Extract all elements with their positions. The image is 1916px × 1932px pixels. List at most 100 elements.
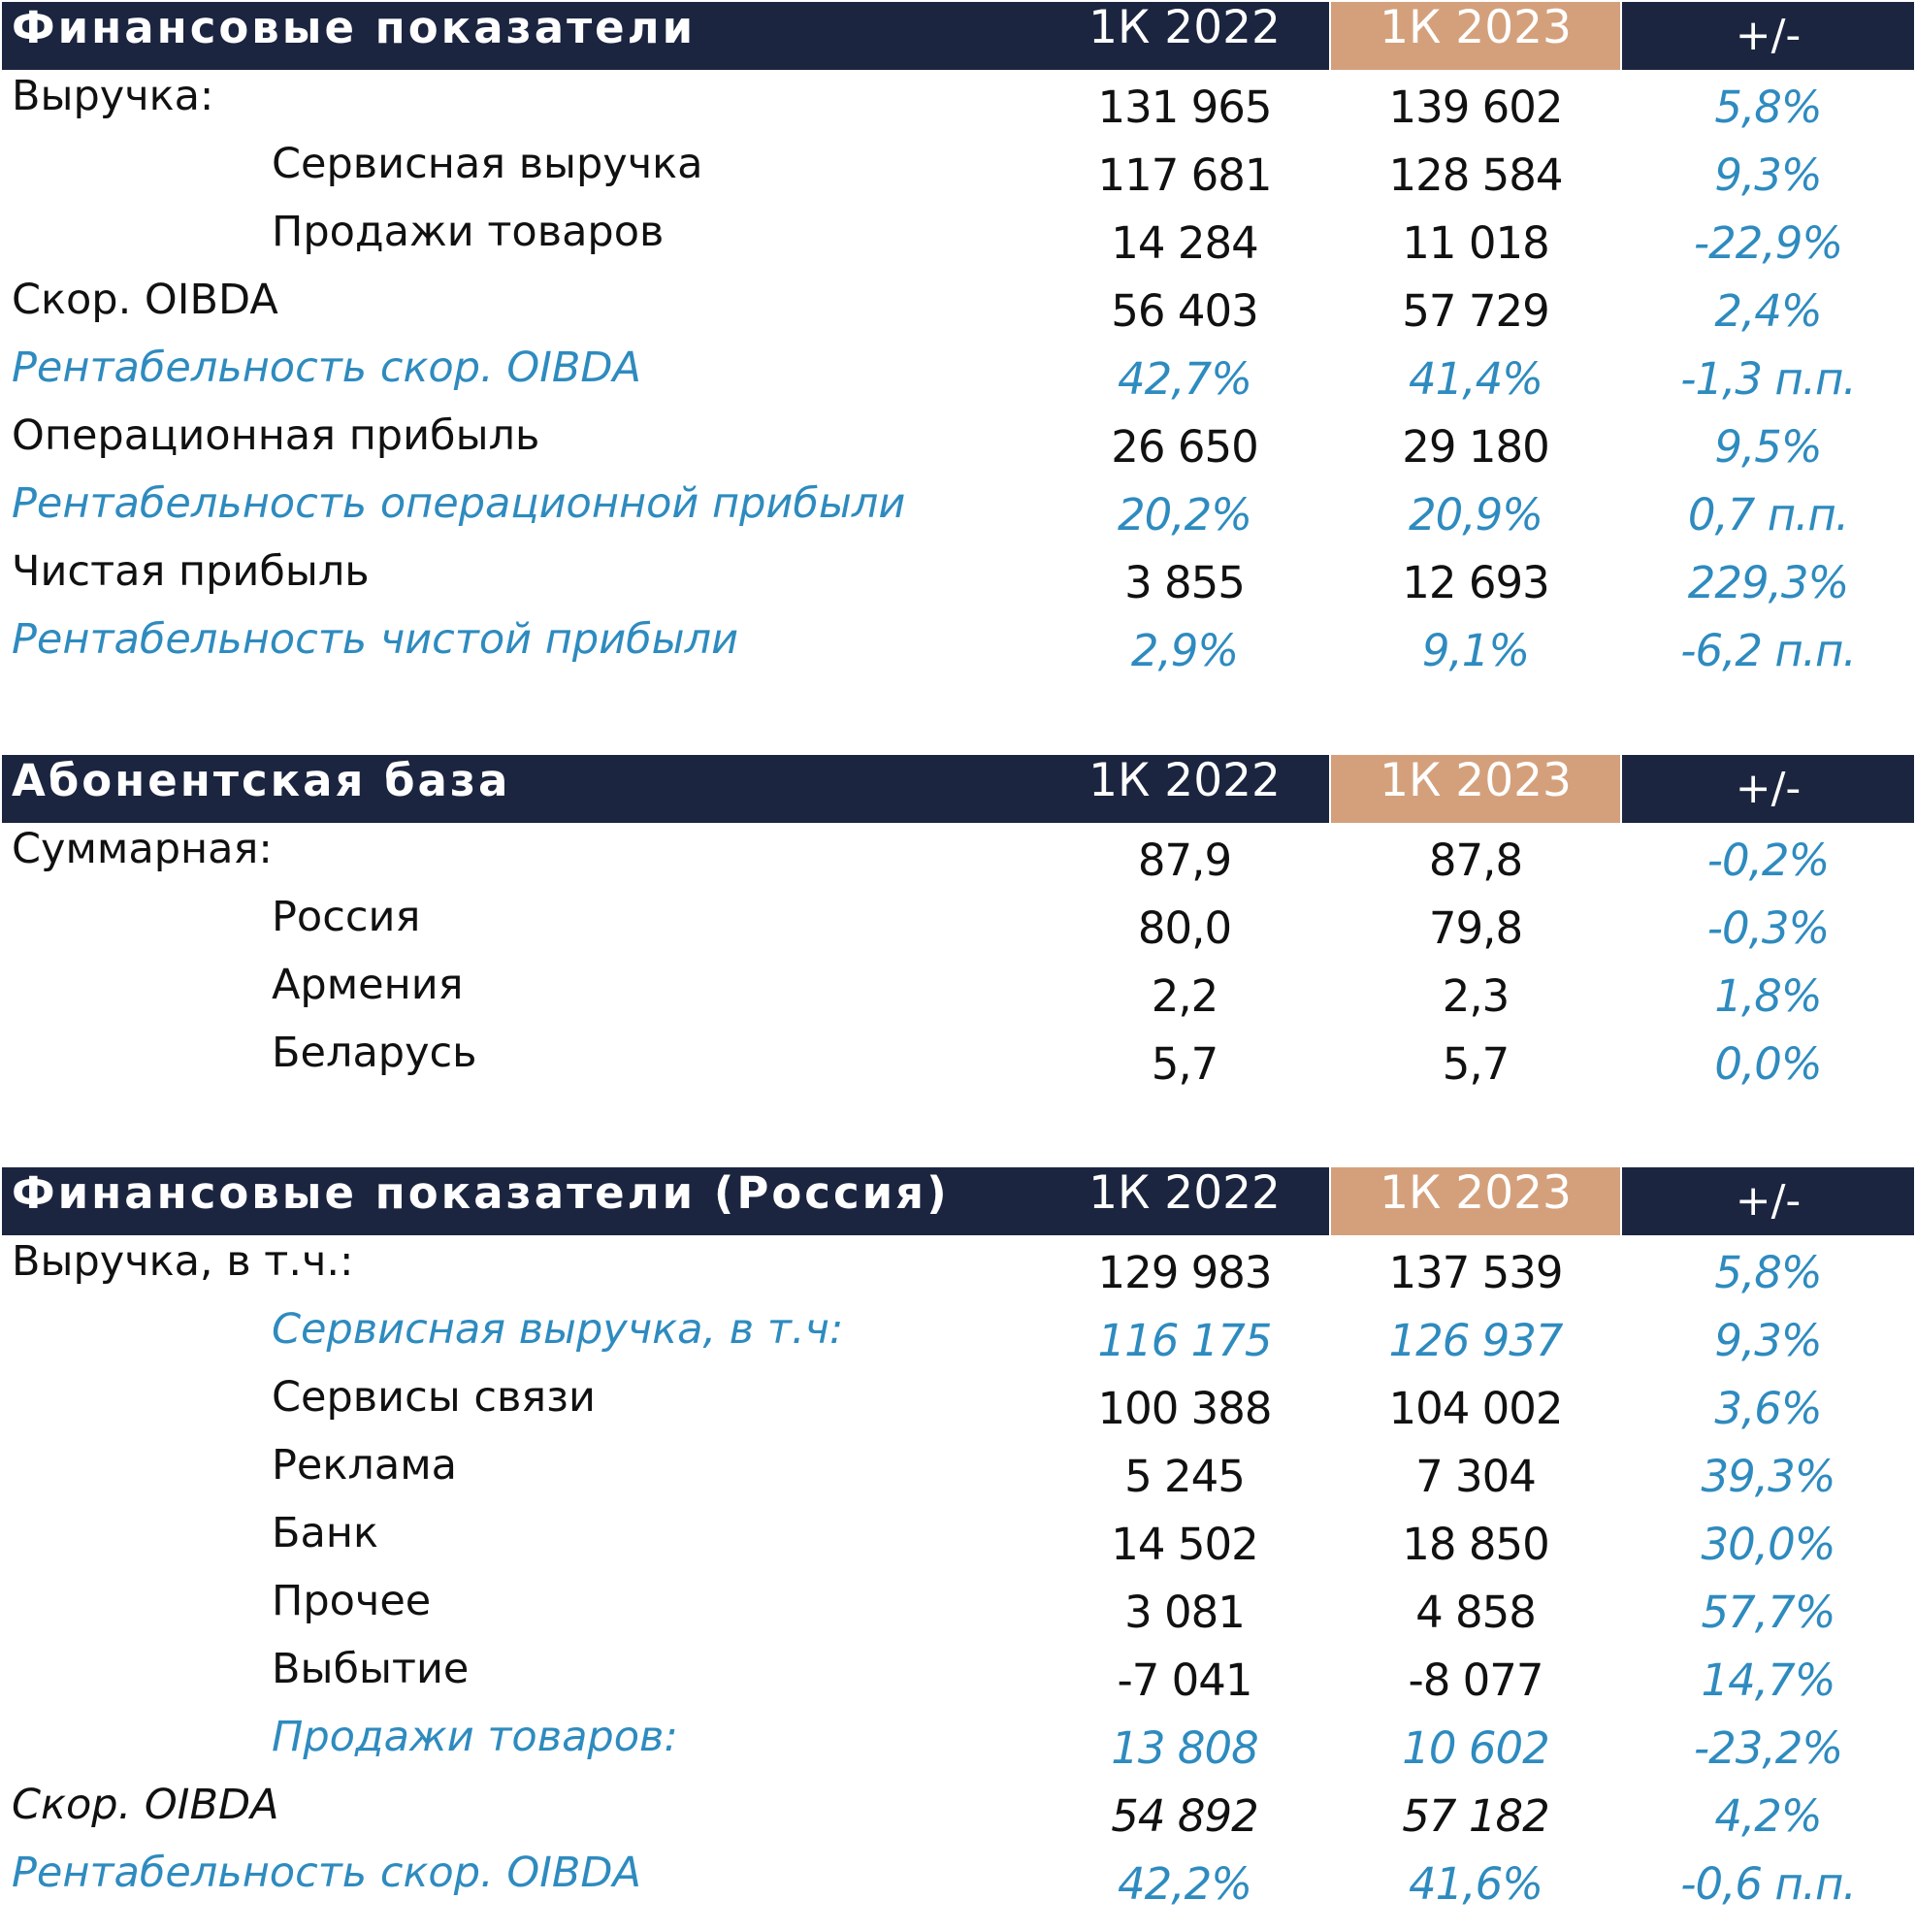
table-row: Рентабельность операционной прибыли 20,2… (2, 477, 1914, 545)
value-change: 4,2% (1714, 1790, 1822, 1842)
row-label: Реклама (272, 1441, 457, 1490)
table-row: Продажи товаров: 13 808 10 602 -23,2% (2, 1711, 1914, 1779)
value-q1-2023: 29 180 (1402, 421, 1549, 473)
value-change: 14,7% (1701, 1654, 1836, 1706)
value-change: 5,8% (1714, 82, 1822, 133)
value-change: -22,9% (1693, 217, 1843, 269)
value-change: -1,3 п.п. (1680, 353, 1857, 405)
value-change: 5,8% (1714, 1247, 1822, 1298)
value-change: 0,0% (1714, 1038, 1822, 1090)
value-q1-2022: 13 808 (1111, 1722, 1258, 1774)
row-label: Рентабельность операционной прибыли (12, 479, 906, 528)
value-change: -0,3% (1706, 902, 1831, 954)
value-q1-2023: 18 850 (1402, 1519, 1549, 1570)
value-q1-2023: 104 002 (1388, 1383, 1563, 1434)
row-label: Рентабельность чистой прибыли (12, 615, 739, 664)
table-header: Финансовые показатели 1К 2022 1К 2023 +/… (2, 2, 1914, 70)
value-q1-2022: 2,9% (1130, 625, 1239, 676)
value-q1-2023: 20,9% (1409, 489, 1543, 540)
table-row: Банк 14 502 18 850 30,0% (2, 1507, 1914, 1575)
value-q1-2023: 79,8 (1428, 902, 1523, 954)
row-label: Продажи товаров: (272, 1713, 678, 1761)
table-row: Беларусь 5,7 5,7 0,0% (2, 1027, 1914, 1095)
row-label: Сервисная выручка (272, 140, 703, 188)
value-q1-2023: 126 937 (1388, 1315, 1563, 1366)
value-change: -23,2% (1693, 1722, 1843, 1774)
value-q1-2022: 3 855 (1124, 557, 1246, 608)
table-row: Суммарная: 87,9 87,8 -0,2% (2, 823, 1914, 891)
row-label: Сервисы связи (272, 1373, 596, 1422)
value-change: -6,2 п.п. (1680, 625, 1857, 676)
value-q1-2022: 2,2 (1151, 970, 1219, 1022)
value-q1-2022: 42,2% (1118, 1858, 1252, 1910)
value-change: 57,7% (1701, 1587, 1836, 1638)
value-q1-2022: 5,7 (1151, 1038, 1219, 1090)
table-title: Финансовые показатели (2, 2, 1040, 70)
value-q1-2022: 131 965 (1097, 82, 1272, 133)
value-change: 9,3% (1714, 1315, 1822, 1366)
table-row: Рентабельность скор. OIBDA 42,7% 41,4% -… (2, 342, 1914, 409)
value-q1-2023: 41,4% (1409, 353, 1543, 405)
column-header-q1-2023: 1К 2023 (1331, 755, 1620, 823)
value-q1-2023: 139 602 (1388, 82, 1563, 133)
value-change: 2,4% (1714, 285, 1822, 337)
value-change: 30,0% (1701, 1519, 1836, 1570)
value-change: -0,6 п.п. (1680, 1858, 1857, 1910)
column-header-q1-2022: 1К 2022 (1040, 1167, 1329, 1235)
value-change: 9,5% (1714, 421, 1822, 473)
row-label: Рентабельность скор. OIBDA (12, 1849, 641, 1897)
value-q1-2022: -7 041 (1117, 1654, 1252, 1706)
table-title: Абонентская база (2, 755, 1040, 823)
value-change: 1,8% (1714, 970, 1822, 1022)
value-change: 39,3% (1701, 1451, 1836, 1502)
value-q1-2023: 87,8 (1428, 835, 1523, 886)
table-row: Россия 80,0 79,8 -0,3% (2, 891, 1914, 959)
table-row: Выручка, в т.ч.: 129 983 137 539 5,8% (2, 1235, 1914, 1303)
table-row: Выбытие -7 041 -8 077 14,7% (2, 1643, 1914, 1711)
value-q1-2023: 12 693 (1402, 557, 1549, 608)
row-label: Прочее (272, 1577, 432, 1625)
financial-indicators-table: Финансовые показатели 1К 2022 1К 2023 +/… (2, 2, 1914, 676)
financial-indicators-russia-table: Финансовые показатели (Россия) 1К 2022 1… (2, 1167, 1914, 1915)
table-row: Выручка: 131 965 139 602 5,8% (2, 70, 1914, 138)
value-change: 9,3% (1714, 149, 1822, 201)
value-q1-2022: 87,9 (1137, 835, 1232, 886)
column-header-change: +/- (1622, 1167, 1914, 1235)
value-q1-2022: 116 175 (1097, 1315, 1272, 1366)
value-q1-2023: 137 539 (1388, 1247, 1563, 1298)
value-q1-2023: 4 858 (1415, 1587, 1537, 1638)
value-q1-2022: 3 081 (1124, 1587, 1246, 1638)
value-q1-2022: 56 403 (1111, 285, 1258, 337)
value-q1-2022: 117 681 (1097, 149, 1272, 201)
table-row: Операционная прибыль 26 650 29 180 9,5% (2, 409, 1914, 477)
value-q1-2022: 26 650 (1111, 421, 1258, 473)
table-row: Сервисная выручка, в т.ч: 116 175 126 93… (2, 1303, 1914, 1371)
table-row: Рентабельность чистой прибыли 2,9% 9,1% … (2, 613, 1914, 681)
value-q1-2022: 100 388 (1097, 1383, 1272, 1434)
row-label: Продажи товаров (272, 208, 665, 256)
row-label: Выручка, в т.ч.: (12, 1237, 354, 1286)
value-q1-2023: 11 018 (1402, 217, 1549, 269)
value-change: -0,2% (1706, 835, 1831, 886)
value-q1-2022: 129 983 (1097, 1247, 1272, 1298)
table-row: Сервисы связи 100 388 104 002 3,6% (2, 1371, 1914, 1439)
row-label: Скор. OIBDA (12, 276, 278, 324)
row-label: Выручка: (12, 72, 214, 120)
row-label: Армения (272, 961, 464, 1009)
column-header-q1-2022: 1К 2022 (1040, 755, 1329, 823)
table-row: Скор. OIBDA 56 403 57 729 2,4% (2, 274, 1914, 342)
value-q1-2022: 14 284 (1111, 217, 1258, 269)
value-q1-2022: 42,7% (1118, 353, 1252, 405)
table-row: Чистая прибыль 3 855 12 693 229,3% (2, 545, 1914, 613)
row-label: Операционная прибыль (12, 411, 540, 460)
table-row: Сервисная выручка 117 681 128 584 9,3% (2, 138, 1914, 206)
value-q1-2022: 80,0 (1137, 902, 1232, 954)
value-q1-2023: 10 602 (1402, 1722, 1549, 1774)
value-q1-2023: -8 077 (1408, 1654, 1543, 1706)
row-label: Рентабельность скор. OIBDA (12, 344, 641, 392)
value-q1-2023: 2,3 (1442, 970, 1510, 1022)
table-row: Продажи товаров 14 284 11 018 -22,9% (2, 206, 1914, 274)
column-header-q1-2023: 1К 2023 (1331, 2, 1620, 70)
value-q1-2022: 54 892 (1111, 1790, 1258, 1842)
value-change: 0,7 п.п. (1687, 489, 1849, 540)
